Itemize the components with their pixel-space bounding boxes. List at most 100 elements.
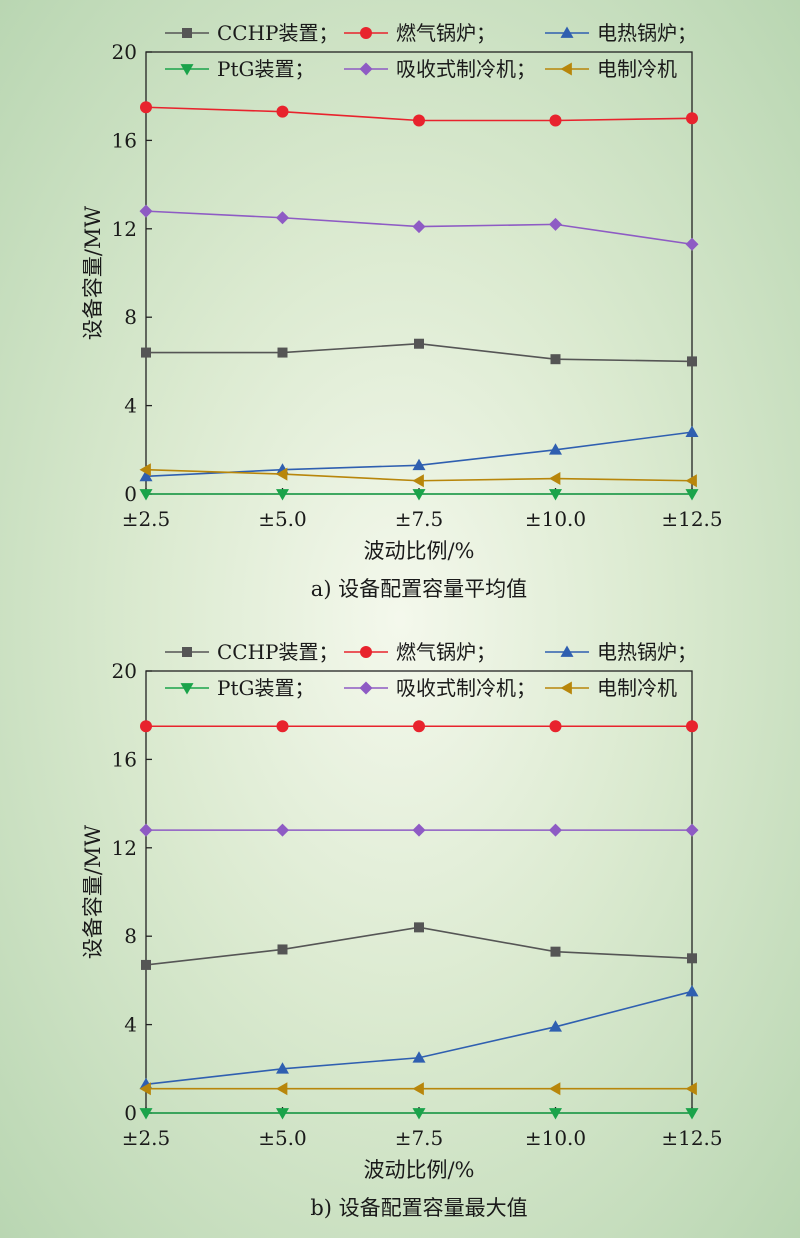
chart-b: 0 4 8 12 16 20 ±2.5 ±5.0 ±7.5 ±10.0 ±12.5 波动比例/% 设备容… (81, 640, 723, 1220)
data-point (685, 474, 697, 488)
data-point (139, 204, 153, 218)
series-line (145, 990, 693, 1086)
legend-label: 吸收式制冷机； (396, 676, 536, 700)
y-tick-label: 0 (124, 482, 137, 506)
data-point (276, 467, 288, 481)
data-point (276, 105, 289, 118)
data-point (549, 472, 561, 486)
data-point (141, 347, 151, 358)
y-tick-label: 16 (112, 747, 137, 771)
chart-caption: a) 设备配置容量平均值 (311, 577, 527, 601)
data-point (686, 720, 698, 733)
legend-label: CCHP装置； (217, 640, 339, 664)
y-axis-title: 设备容量/MW (81, 206, 105, 341)
data-point (277, 944, 288, 955)
series-1 (140, 720, 698, 733)
x-tick-label: ±12.5 (661, 1126, 722, 1150)
y-tick-label: 8 (124, 305, 137, 329)
data-point (276, 489, 289, 501)
series-4 (139, 823, 699, 837)
legend-item: 电热锅炉； (545, 21, 697, 45)
series-5 (139, 463, 697, 488)
data-point (139, 823, 153, 837)
data-point (685, 237, 699, 251)
y-tick-label: 4 (124, 394, 137, 418)
data-point (412, 474, 424, 488)
data-point (276, 720, 289, 733)
legend-item: 燃气锅炉； (344, 21, 496, 45)
y-tick-label: 8 (124, 924, 137, 948)
series-4 (139, 204, 699, 251)
legend-label: PtG装置； (217, 676, 314, 700)
legend-label: 电热锅炉； (597, 640, 697, 664)
x-tick-label: ±10.0 (525, 507, 586, 531)
data-point (139, 489, 153, 501)
series-0 (141, 338, 697, 367)
x-tick-label: ±5.0 (258, 507, 307, 531)
data-point (685, 823, 699, 837)
data-point (685, 984, 699, 997)
data-point (549, 1020, 562, 1032)
series-3 (139, 1108, 699, 1120)
chart-a: 0 4 8 12 16 20 ±2.5 ±5.0 ±7.5 ±10.0 ±12.5 波动比例/% 设备容… (81, 21, 723, 601)
x-tick-label: ±10.0 (525, 1126, 586, 1150)
legend-marker (560, 681, 572, 695)
data-point (549, 720, 562, 733)
legend-item: PtG装置； (165, 676, 314, 700)
data-point (276, 1082, 288, 1096)
legend-marker (360, 646, 372, 658)
y-tick-label: 20 (112, 40, 137, 64)
legend-marker (359, 62, 373, 76)
x-tick-label: ±5.0 (258, 1126, 307, 1150)
x-tick-label: ±7.5 (395, 507, 444, 531)
legend-item: 吸收式制冷机； (344, 676, 536, 700)
data-point (413, 114, 425, 127)
legend-marker (180, 64, 194, 76)
legend-item: CCHP装置； (165, 21, 339, 45)
data-point (549, 443, 562, 455)
legend-item: CCHP装置； (165, 640, 339, 664)
x-axis-title: 波动比例/% (363, 1158, 474, 1182)
series-line (145, 926, 693, 966)
data-point (139, 463, 151, 477)
data-point (412, 1051, 426, 1063)
data-point (413, 720, 425, 733)
y-tick-label: 4 (124, 1013, 137, 1037)
data-point (685, 425, 699, 437)
legend-marker (182, 28, 192, 38)
data-point (685, 1082, 697, 1096)
data-point (276, 1062, 289, 1074)
data-point (685, 1108, 699, 1120)
data-point (687, 953, 697, 964)
data-point (139, 1108, 153, 1120)
data-point (685, 489, 699, 501)
data-point (414, 338, 424, 349)
legend-marker (560, 62, 572, 76)
x-tick-label: ±2.5 (122, 507, 171, 531)
x-tick-label: ±7.5 (395, 1126, 444, 1150)
data-point (549, 114, 562, 127)
y-axis-title: 设备容量/MW (81, 825, 105, 960)
y-tick-label: 16 (112, 128, 137, 152)
legend-label: 吸收式制冷机； (396, 57, 536, 81)
plot-frame (145, 670, 693, 1114)
legend-label: 电制冷机 (597, 676, 677, 700)
chart-caption: b) 设备配置容量最大值 (310, 1196, 527, 1220)
data-point (412, 1082, 424, 1096)
data-point (276, 1108, 289, 1120)
data-point (412, 823, 426, 837)
legend-marker (180, 683, 194, 695)
data-point (687, 356, 697, 367)
data-point (549, 823, 562, 837)
data-point (139, 1082, 151, 1096)
legend-item: 燃气锅炉； (344, 640, 496, 664)
data-point (139, 469, 153, 482)
data-point (549, 217, 562, 231)
data-point (550, 354, 561, 365)
legend-item: 电制冷机 (545, 57, 677, 81)
data-point (412, 489, 426, 501)
data-point (412, 458, 426, 471)
legend-marker (360, 27, 372, 39)
legend-item: PtG装置； (165, 57, 314, 81)
data-point (276, 211, 289, 225)
